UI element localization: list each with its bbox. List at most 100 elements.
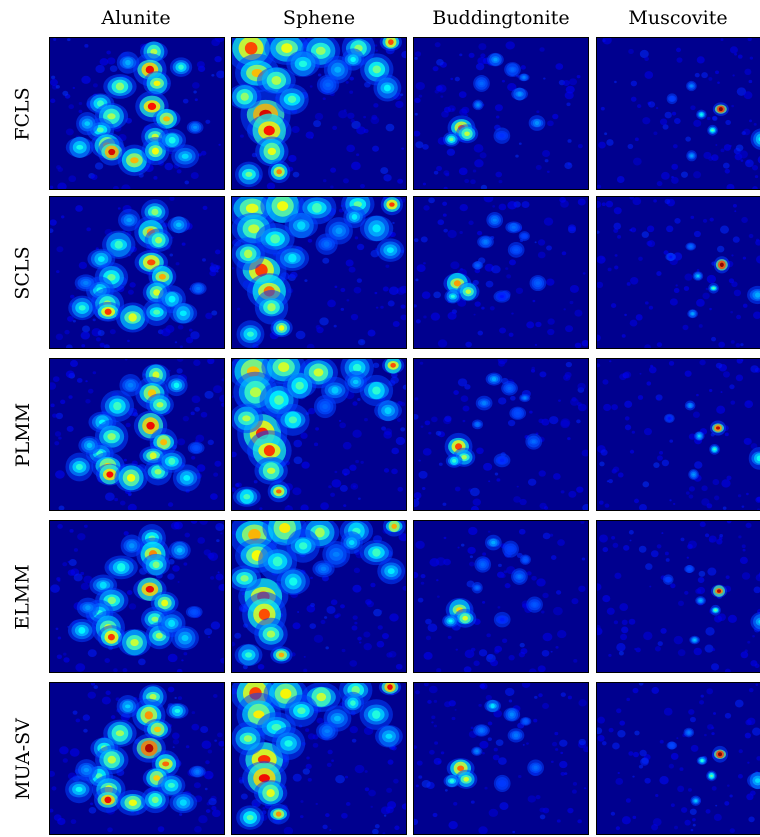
heatmap-texture — [750, 443, 758, 450]
heatmap-texture — [639, 749, 647, 757]
heatmap-texture — [508, 332, 514, 337]
heatmap-texture — [657, 641, 663, 647]
heatmap-texture — [375, 49, 378, 52]
heatmap-texture — [392, 320, 400, 328]
heatmap-texture — [659, 450, 664, 455]
heatmap-texture — [422, 448, 432, 456]
heatmap-texture — [656, 397, 659, 400]
heatmap-blob — [388, 39, 394, 45]
heatmap-texture — [107, 57, 116, 65]
heatmap-texture — [729, 46, 738, 54]
heatmap-texture — [655, 107, 659, 110]
abundance-heatmap — [597, 521, 760, 672]
heatmap-blob — [691, 312, 694, 316]
heatmap-texture — [196, 464, 206, 472]
heatmap-texture — [628, 751, 634, 756]
heatmap-blob — [295, 381, 304, 390]
heatmap-texture — [349, 660, 358, 667]
heatmap-texture — [442, 213, 447, 217]
heatmap-blob — [372, 710, 381, 719]
heatmap-texture — [80, 582, 90, 591]
heatmap-texture — [437, 760, 441, 764]
heatmap-texture — [342, 441, 352, 450]
heatmap-blob — [689, 245, 693, 248]
heatmap-texture — [433, 699, 438, 703]
heatmap-texture — [701, 485, 708, 492]
heatmap-blob — [297, 707, 306, 715]
heatmap-texture — [167, 686, 175, 693]
heatmap-texture — [470, 800, 475, 804]
heatmap-texture — [705, 627, 715, 636]
heatmap-texture — [534, 241, 537, 244]
heatmap-blob — [255, 263, 268, 277]
heatmap-texture — [597, 281, 604, 289]
heatmap-texture — [730, 311, 733, 314]
row-label-mua-sv: MUA-SV — [12, 717, 35, 800]
heatmap-texture — [177, 696, 183, 700]
heatmap-texture — [612, 742, 620, 750]
abundance-map-plmm-sphene — [231, 358, 407, 511]
heatmap-texture — [539, 807, 546, 813]
heatmap-texture — [443, 186, 448, 189]
heatmap-texture — [601, 741, 607, 746]
heatmap-texture — [673, 287, 680, 294]
heatmap-blob — [716, 426, 721, 430]
heatmap-texture — [382, 832, 386, 834]
heatmap-texture — [211, 809, 221, 818]
heatmap-blob — [115, 730, 125, 737]
heatmap-texture — [95, 64, 105, 74]
heatmap-blob — [522, 76, 526, 79]
heatmap-texture — [383, 431, 393, 439]
heatmap-texture — [373, 608, 382, 617]
heatmap-texture — [674, 217, 681, 224]
heatmap-blob — [245, 171, 253, 177]
heatmap-texture — [738, 535, 742, 539]
heatmap-texture — [68, 104, 75, 110]
heatmap-blob — [534, 120, 540, 126]
heatmap-texture — [328, 485, 332, 489]
heatmap-texture — [259, 507, 263, 510]
heatmap-texture — [295, 330, 306, 340]
heatmap-texture — [747, 640, 751, 644]
heatmap-blob — [151, 796, 159, 804]
heatmap-texture — [334, 470, 338, 474]
heatmap-texture — [547, 318, 555, 325]
heatmap-texture — [474, 301, 481, 307]
heatmap-texture — [207, 439, 214, 446]
heatmap-blob — [482, 401, 487, 406]
heatmap-texture — [709, 538, 714, 543]
heatmap-texture — [501, 79, 506, 83]
heatmap-texture — [482, 601, 486, 604]
heatmap-texture — [633, 751, 639, 758]
heatmap-texture — [712, 479, 720, 486]
heatmap-texture — [208, 798, 217, 806]
heatmap-texture — [487, 737, 492, 741]
heatmap-texture — [340, 307, 345, 311]
heatmap-texture — [173, 521, 183, 530]
heatmap-texture — [312, 742, 319, 748]
heatmap-texture — [616, 708, 622, 714]
heatmap-texture — [526, 321, 535, 329]
heatmap-texture — [123, 531, 129, 536]
heatmap-texture — [621, 626, 629, 634]
heatmap-blob — [167, 782, 175, 788]
heatmap-texture — [570, 398, 579, 406]
heatmap-texture — [730, 400, 736, 405]
heatmap-texture — [80, 571, 85, 576]
heatmap-blob — [276, 169, 282, 175]
heatmap-texture — [624, 416, 630, 421]
heatmap-texture — [547, 328, 555, 336]
heatmap-texture — [495, 739, 504, 746]
heatmap-blob — [714, 609, 717, 612]
heatmap-texture — [475, 63, 485, 71]
heatmap-texture — [756, 496, 760, 502]
heatmap-texture — [752, 635, 755, 638]
heatmap-texture — [602, 546, 609, 553]
heatmap-texture — [457, 546, 460, 549]
heatmap-texture — [73, 573, 83, 582]
heatmap-texture — [202, 205, 208, 210]
heatmap-texture — [262, 807, 266, 810]
heatmap-texture — [612, 542, 619, 548]
heatmap-background — [597, 359, 760, 510]
heatmap-texture — [577, 144, 583, 149]
